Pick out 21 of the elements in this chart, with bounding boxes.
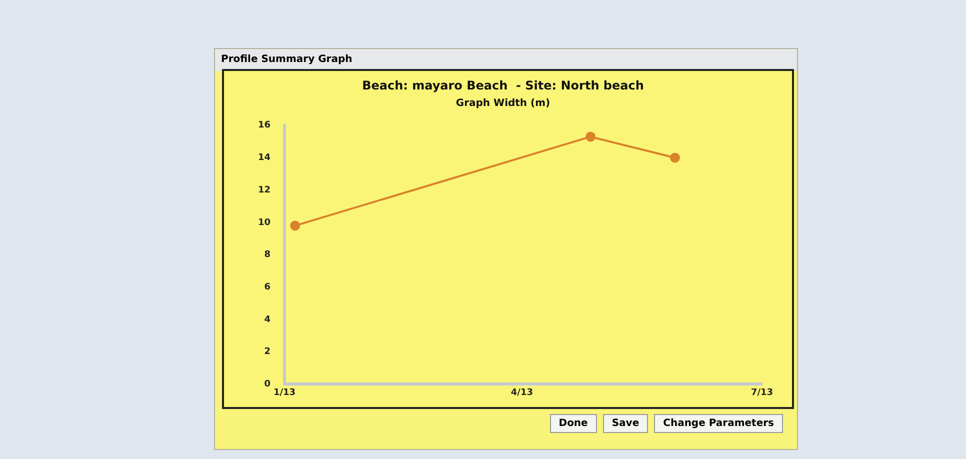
y-tick-label: 6 — [264, 282, 271, 292]
y-tick-label: 10 — [258, 218, 271, 228]
text: Save — [602, 414, 648, 433]
y-tick-label: 12 — [258, 185, 271, 196]
y-tick-label: 8 — [264, 250, 271, 260]
x-tick-label: 1/13 — [273, 388, 296, 398]
y-tick-label: 14 — [258, 153, 271, 164]
text: Change Parameters — [654, 414, 783, 433]
point — [670, 152, 680, 163]
point — [290, 220, 300, 231]
x-tick-label: 7/13 — [750, 388, 774, 398]
y-tick-label: 4 — [264, 314, 271, 325]
chart-title: Beach: mayaro Beach - Site: North beach — [362, 78, 644, 92]
y-tick-label: 2 — [264, 347, 271, 358]
y-tick-label: 0 — [264, 380, 271, 390]
text: Done — [550, 414, 597, 433]
chart-subtitle: Graph Width (m) — [456, 98, 550, 109]
y-tick-label: 16 — [258, 120, 271, 131]
point — [586, 132, 596, 142]
x-tick-label: 4/13 — [510, 388, 533, 398]
text: Profile Summary Graph — [215, 49, 797, 71]
